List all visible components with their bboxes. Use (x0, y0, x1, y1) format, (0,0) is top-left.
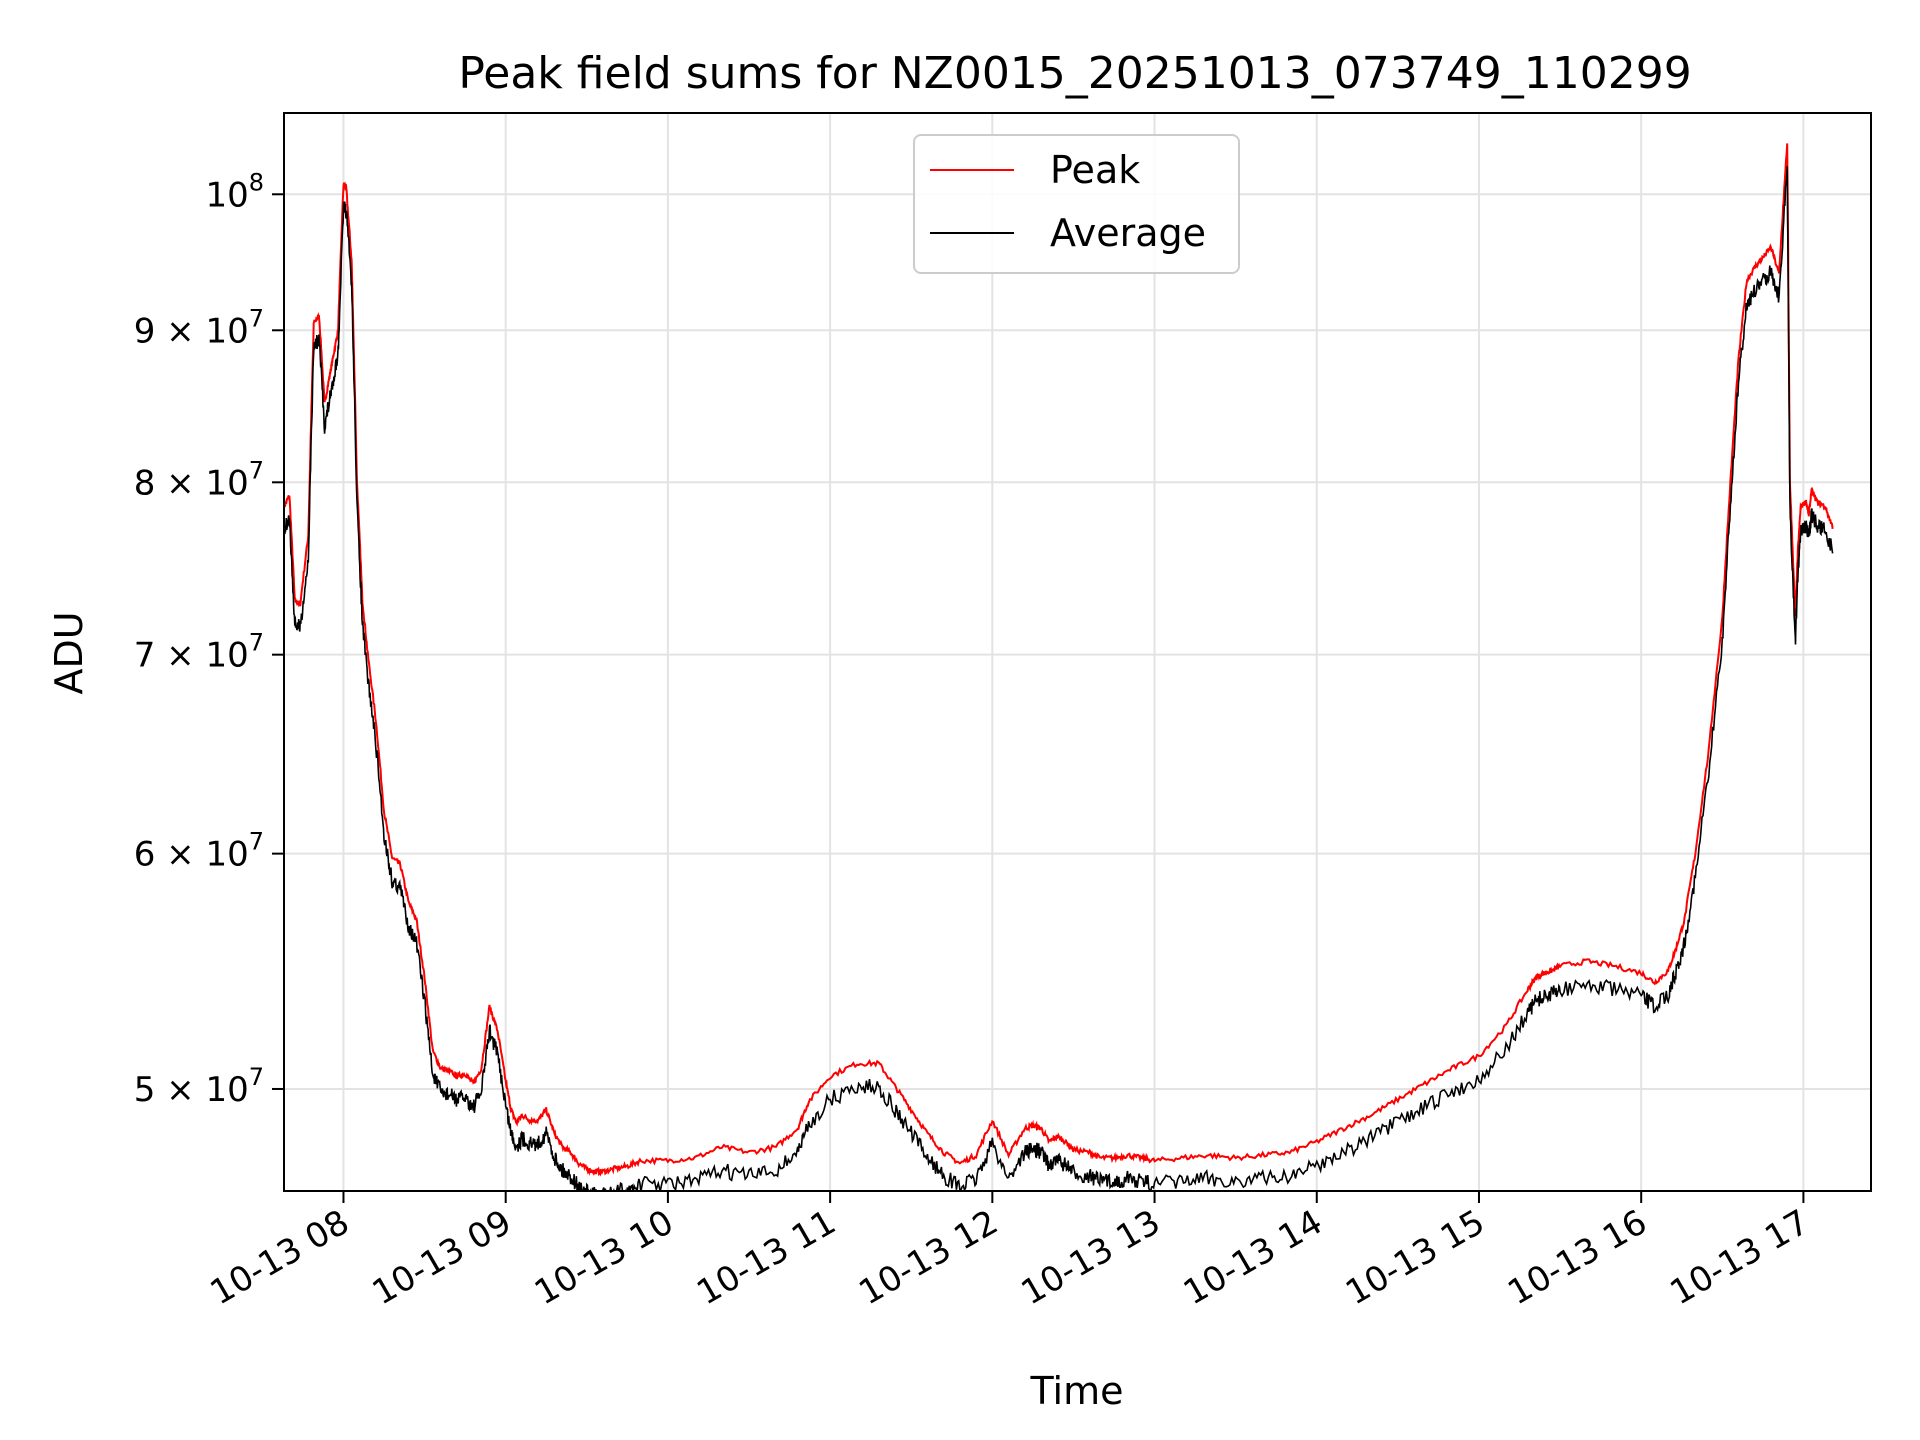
y-tick-label: 5 × 107 (134, 1063, 264, 1110)
series-line-average (284, 166, 1834, 1191)
y-tick-label: 108 (205, 168, 264, 215)
chart-title: Peak field sums for NZ0015_20251013_0737… (458, 48, 1691, 99)
y-axis: 5 × 107 6 × 107 7 × 107 8 × 107 9 × 107 108 (134, 168, 284, 1110)
x-axis-label: Time (1030, 1369, 1124, 1413)
y-tick-label: 8 × 107 (134, 456, 264, 503)
legend-label-peak: Peak (1050, 148, 1140, 192)
legend: Peak Average (913, 134, 1240, 274)
y-axis-label: ADU (47, 611, 91, 694)
y-tick-label: 7 × 107 (134, 629, 264, 676)
legend-label-average: Average (1050, 211, 1206, 255)
series-layer (284, 143, 1834, 1191)
plot-frame (283, 112, 1872, 1192)
series-line-peak (284, 143, 1834, 1177)
y-tick-label: 6 × 107 (134, 828, 264, 875)
gridlines (284, 113, 1871, 1191)
y-tick-label: 9 × 107 (134, 304, 264, 351)
